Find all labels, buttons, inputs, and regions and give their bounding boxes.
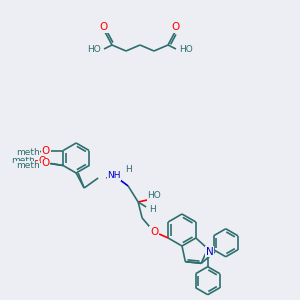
Text: O: O	[41, 158, 49, 169]
Text: N: N	[206, 247, 214, 257]
Text: O: O	[100, 22, 108, 32]
Text: HO: HO	[179, 44, 193, 53]
Text: O: O	[41, 146, 49, 155]
Text: H: H	[125, 166, 131, 175]
Text: meth: meth	[11, 156, 35, 165]
Text: meth: meth	[16, 148, 40, 157]
Text: O: O	[38, 155, 46, 166]
Text: HO: HO	[147, 191, 161, 200]
Text: O: O	[172, 22, 180, 32]
Text: NH: NH	[107, 172, 121, 181]
Text: H: H	[149, 206, 155, 214]
Text: HO: HO	[87, 44, 101, 53]
Text: O: O	[150, 227, 158, 237]
Text: meth: meth	[16, 161, 40, 170]
